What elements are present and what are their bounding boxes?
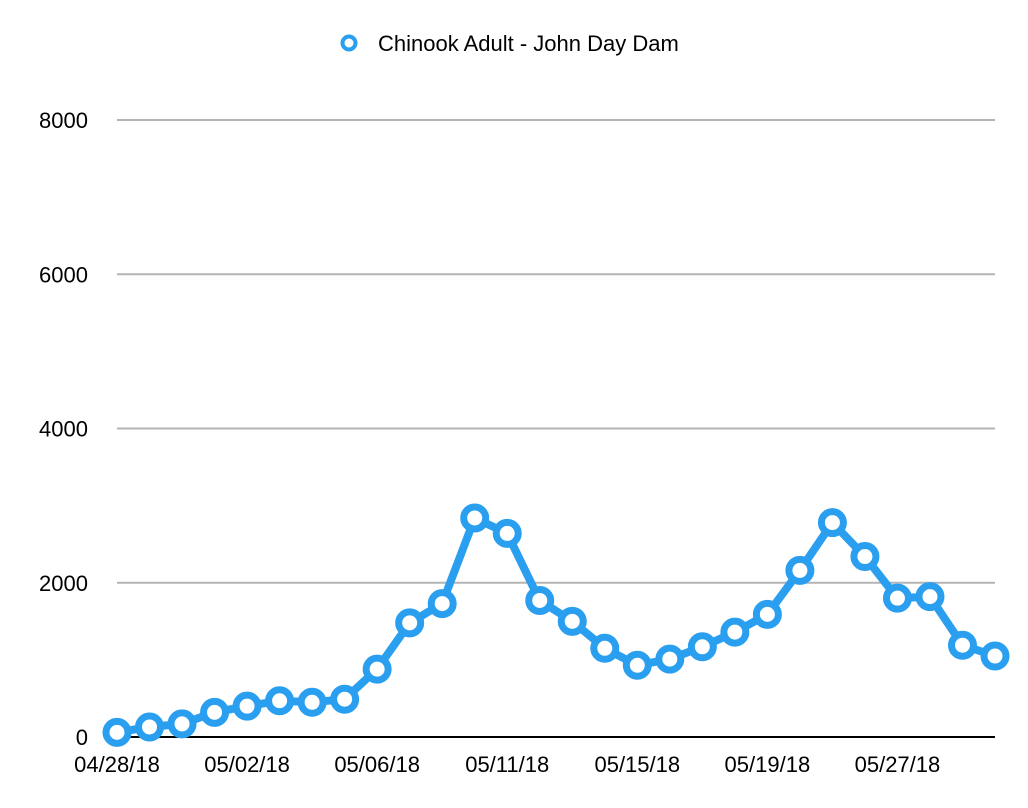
legend: Chinook Adult - John Day Dam xyxy=(340,31,679,56)
y-tick-label: 2000 xyxy=(39,571,88,596)
data-point xyxy=(395,608,425,638)
data-point xyxy=(817,508,847,538)
x-tick-label: 04/28/18 xyxy=(74,752,160,777)
data-point xyxy=(850,542,880,572)
data-point xyxy=(980,641,1010,671)
grid-lines xyxy=(117,119,995,738)
legend-label: Chinook Adult - John Day Dam xyxy=(378,31,679,56)
x-tick-label: 05/15/18 xyxy=(594,752,680,777)
data-point xyxy=(687,632,717,662)
x-tick-label: 05/02/18 xyxy=(204,752,290,777)
data-point xyxy=(492,518,522,548)
x-tick-label: 05/06/18 xyxy=(334,752,420,777)
data-point xyxy=(720,617,750,647)
data-point xyxy=(167,709,197,739)
data-point xyxy=(460,503,490,533)
data-point xyxy=(525,585,555,615)
data-point xyxy=(330,684,360,714)
data-point xyxy=(265,686,295,716)
y-tick-label: 6000 xyxy=(39,262,88,287)
data-point xyxy=(557,606,587,636)
data-point xyxy=(785,555,815,585)
data-point xyxy=(297,687,327,717)
data-point xyxy=(655,644,685,674)
data-point xyxy=(427,589,457,619)
data-point xyxy=(362,654,392,684)
series-layer xyxy=(102,503,1010,747)
data-point xyxy=(915,582,945,612)
y-tick-label: 8000 xyxy=(39,108,88,133)
data-point xyxy=(882,583,912,613)
y-axis-ticks: 0 2000 4000 6000 8000 xyxy=(39,108,88,750)
y-tick-label: 4000 xyxy=(39,417,88,442)
data-point xyxy=(232,691,262,721)
x-tick-label: 05/27/18 xyxy=(855,752,941,777)
data-point xyxy=(590,633,620,663)
data-point xyxy=(102,717,132,747)
series-line xyxy=(113,514,999,737)
x-tick-label: 05/11/18 xyxy=(465,752,549,777)
x-tick-label: 05/19/18 xyxy=(725,752,811,777)
data-point xyxy=(752,599,782,629)
x-axis-ticks: 04/28/18 05/02/18 05/06/18 05/11/18 05/15/18… xyxy=(74,752,940,777)
legend-marker xyxy=(340,34,358,52)
y-tick-label: 0 xyxy=(76,725,88,750)
data-point xyxy=(622,650,652,680)
data-point xyxy=(135,712,165,742)
data-point xyxy=(200,697,230,727)
data-point xyxy=(947,630,977,660)
